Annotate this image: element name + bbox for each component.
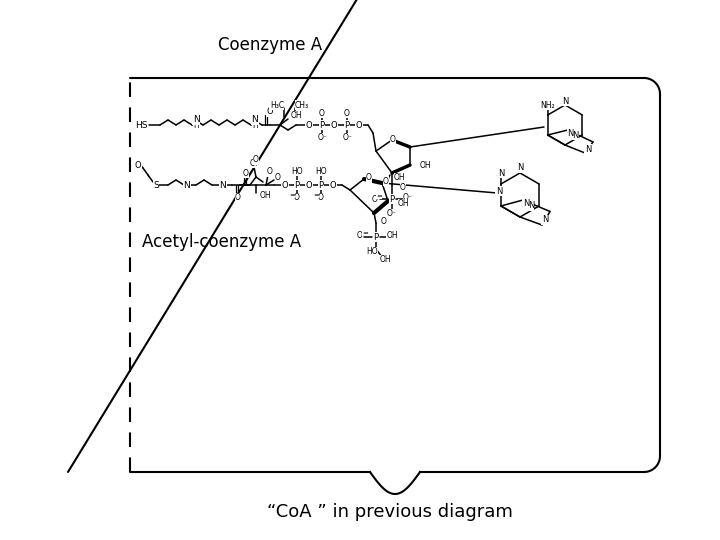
Text: OH: OH [394, 173, 405, 183]
Text: OH: OH [379, 255, 391, 265]
Text: S: S [153, 180, 159, 190]
Text: O: O [235, 193, 241, 202]
Text: H: H [252, 120, 258, 130]
Text: OH: OH [420, 160, 431, 170]
Text: OH: OH [291, 111, 302, 120]
Text: P: P [294, 180, 300, 190]
Text: N: N [517, 164, 523, 172]
Text: N: N [528, 201, 534, 211]
Text: O: O [400, 184, 406, 192]
Text: N: N [251, 116, 258, 125]
Text: N: N [498, 168, 504, 178]
Text: N: N [523, 199, 529, 208]
Text: OH: OH [398, 199, 410, 208]
Text: HO: HO [366, 247, 378, 256]
Text: H: H [193, 120, 199, 130]
Text: O: O [356, 120, 362, 130]
Text: O: O [390, 134, 396, 144]
Text: O⁻: O⁻ [318, 133, 328, 143]
Text: Coenzyme A: Coenzyme A [218, 36, 322, 54]
Text: O: O [306, 120, 312, 130]
Text: OH: OH [260, 191, 271, 199]
Text: N: N [562, 97, 568, 105]
Text: O⁻: O⁻ [343, 133, 353, 143]
Text: O: O [243, 168, 249, 178]
Text: P: P [344, 120, 350, 130]
Text: HO: HO [291, 166, 303, 176]
Text: N: N [184, 180, 190, 190]
Text: N: N [542, 215, 548, 225]
Text: O: O [306, 180, 312, 190]
Text: O: O [381, 217, 387, 226]
Text: H₃C: H₃C [270, 100, 284, 110]
Text: P: P [390, 194, 395, 204]
Text: Acetyl-coenzyme A: Acetyl-coenzyme A [143, 233, 302, 251]
Text: OH: OH [386, 232, 398, 240]
Text: O: O [250, 159, 256, 167]
Text: N: N [567, 130, 574, 138]
Text: O: O [319, 109, 325, 118]
Text: O: O [282, 180, 288, 190]
Text: NH₂: NH₂ [541, 100, 555, 110]
Text: P: P [320, 120, 325, 130]
Text: O: O [357, 231, 363, 240]
Text: “CoA ” in previous diagram: “CoA ” in previous diagram [267, 503, 513, 521]
Text: P: P [318, 180, 323, 190]
Text: N: N [220, 180, 226, 190]
Text: O: O [372, 194, 378, 204]
Text: O⁻: O⁻ [387, 210, 397, 219]
Text: N: N [572, 131, 578, 139]
Text: HO: HO [315, 166, 327, 176]
Text: N: N [585, 145, 591, 153]
Text: =: = [289, 192, 295, 198]
Text: =: = [362, 230, 368, 236]
Text: =: = [313, 192, 319, 198]
Text: N: N [496, 186, 502, 195]
Text: O: O [267, 167, 273, 177]
Text: O: O [330, 180, 336, 190]
Text: HS: HS [135, 120, 148, 130]
Text: O: O [344, 109, 350, 118]
Text: O: O [294, 193, 300, 202]
Text: O⁻: O⁻ [403, 193, 413, 202]
Text: P: P [374, 233, 379, 241]
Text: O: O [366, 173, 372, 183]
Text: O: O [330, 120, 337, 130]
Text: =: = [376, 193, 382, 199]
Text: O: O [318, 193, 324, 202]
Text: O: O [383, 177, 389, 186]
Text: O: O [266, 107, 274, 117]
Text: CH₃: CH₃ [295, 100, 309, 110]
Text: O: O [135, 160, 141, 170]
Text: O: O [253, 156, 259, 165]
Text: N: N [193, 116, 199, 125]
Text: O: O [275, 172, 281, 181]
